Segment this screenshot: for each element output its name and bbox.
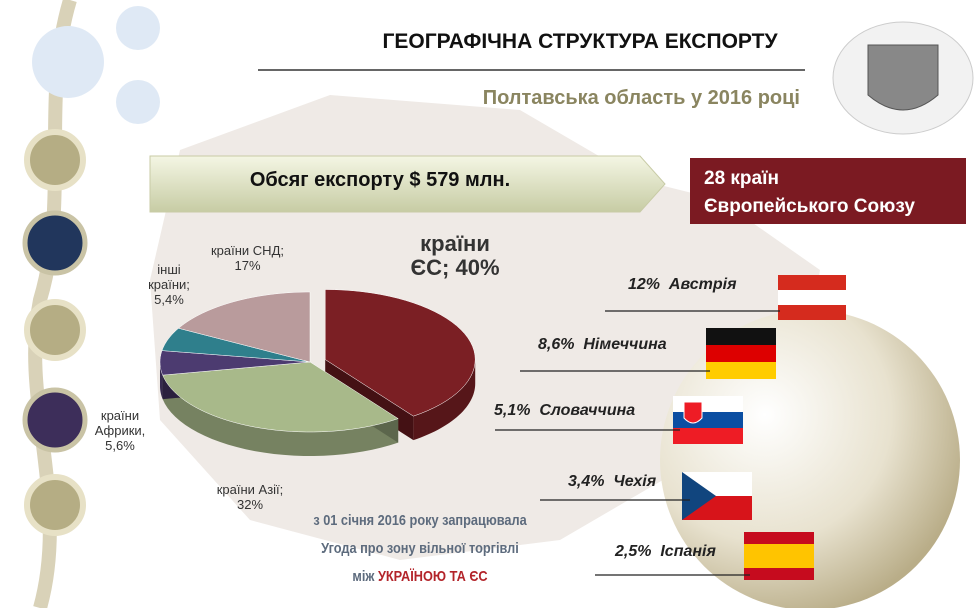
country: 5,1% Словаччина — [494, 402, 636, 419]
agreement-line: між УКРАЇНОЮ ТА ЄС — [310, 568, 531, 585]
slice-category: країни Африки, — [94, 408, 146, 438]
emblem — [832, 21, 974, 135]
globe — [660, 310, 960, 608]
slice-value: 5,6% — [105, 438, 135, 453]
slice-category: країни ЄС; — [410, 231, 490, 280]
volume-arrow — [149, 155, 666, 213]
slice-label: країни ЄС; 40% — [400, 232, 510, 280]
title: ГЕОГРАФІЧНА СТРУКТУРА ЕКСПОРТУ — [382, 30, 778, 53]
flags — [673, 275, 846, 580]
slice — [162, 361, 399, 433]
slice — [178, 291, 311, 363]
slice — [324, 289, 476, 417]
country: 12% Австрія — [628, 276, 737, 293]
slice-label: країни Африки, 5,6% — [80, 408, 160, 453]
slice — [161, 328, 311, 363]
agreement-line: Угода про зону вільної торгівлі — [321, 540, 519, 557]
eu-box — [690, 158, 966, 224]
slice-category: країни Азії; — [216, 482, 284, 497]
country: 8,6% Німеччина — [538, 336, 667, 353]
slice-side — [160, 362, 163, 400]
agreement-line: з 01 січня 2016 року запрацювала — [313, 512, 527, 529]
eu-box-line: 28 країн — [704, 168, 779, 189]
agreement-highlight: УКРАЇНОЮ ТА ЄС — [377, 568, 488, 585]
country: 3,4% Чехія — [568, 473, 657, 490]
slice-label: країни Азії; 32% — [205, 482, 295, 512]
pie — [159, 289, 476, 456]
slice-value: 5,4% — [154, 292, 184, 307]
eu-box-line: Європейського Союзу — [704, 196, 915, 217]
slice — [159, 350, 311, 376]
slice-category: країни СНД; — [210, 243, 284, 258]
slice-side — [162, 375, 399, 456]
slice-category: інші країни; — [148, 262, 190, 292]
slice-value: 40% — [455, 255, 500, 280]
slice-value: 32% — [236, 497, 264, 512]
slice-side — [413, 359, 476, 441]
subtitle: Полтавська область у 2016 році — [483, 87, 800, 109]
slice-label: інші країни; 5,4% — [138, 262, 200, 307]
slice-value: 17% — [234, 258, 261, 273]
sidebar — [22, 0, 160, 608]
country-rules — [495, 310, 780, 576]
country: 2,5% Іспанія — [615, 543, 716, 560]
agreement-text: між — [352, 568, 375, 585]
volume: Обсяг експорту $ 579 млн. — [250, 169, 510, 191]
slice-label: країни СНД; 17% — [200, 243, 295, 273]
